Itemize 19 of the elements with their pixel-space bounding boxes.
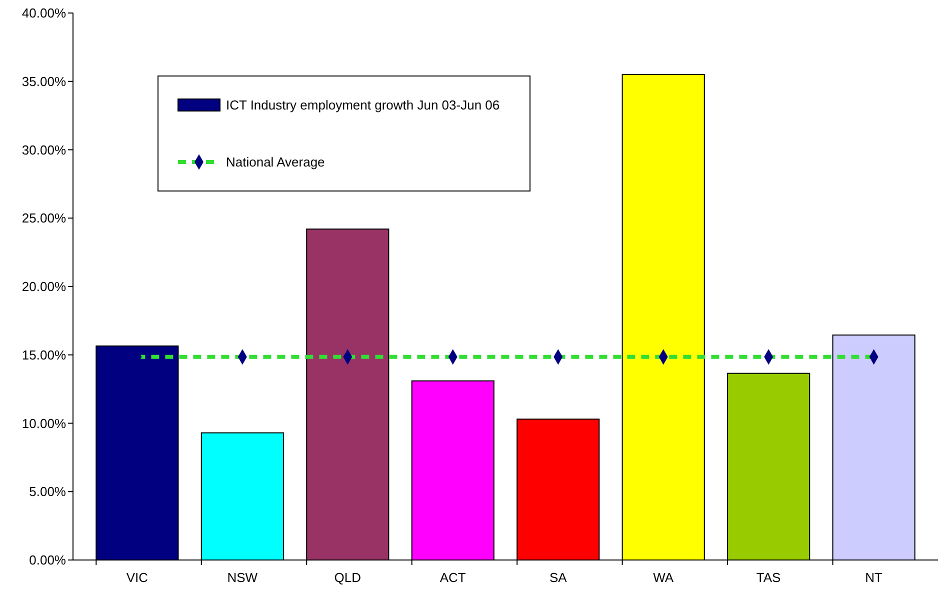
x-tick-label: WA <box>653 570 674 585</box>
x-tick-label: VIC <box>126 570 148 585</box>
x-tick-label: SA <box>549 570 568 585</box>
x-tick-label: ACT <box>440 570 466 585</box>
y-tick-label: 20.00% <box>22 279 66 294</box>
x-tick-label: TAS <box>756 570 782 585</box>
y-tick-label: 10.00% <box>22 416 66 431</box>
y-tick-label: 5.00% <box>29 484 66 500</box>
y-tick-label: 15.00% <box>22 347 66 362</box>
y-tick-label: 40.00% <box>22 6 66 21</box>
y-tick-label: 35.00% <box>22 74 66 89</box>
x-tick-label: NSW <box>227 570 258 585</box>
y-tick-label: 25.00% <box>22 210 66 226</box>
y-tick-label: 0.00% <box>29 552 66 568</box>
legend-label: ICT Industry employment growth Jun 03-Jun 06 <box>226 98 500 113</box>
legend-label: National Average <box>226 154 325 170</box>
x-tick-label: QLD <box>334 570 362 585</box>
y-tick-label: 30.00% <box>22 142 66 158</box>
x-tick-label: NT <box>865 570 883 585</box>
